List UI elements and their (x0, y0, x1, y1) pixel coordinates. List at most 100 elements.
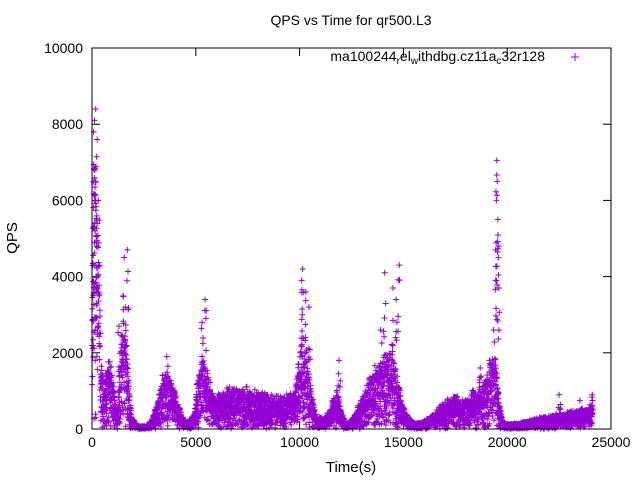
data-point (126, 377, 133, 384)
y-tick-label: 6000 (52, 192, 83, 208)
data-point (89, 336, 96, 343)
data-point (159, 398, 166, 405)
data-point (110, 383, 117, 390)
data-point (120, 410, 127, 417)
data-point (103, 400, 110, 407)
data-point (121, 400, 128, 407)
y-tick-label: 0 (75, 421, 83, 437)
y-tick-label: 10000 (44, 40, 83, 56)
data-point (159, 372, 166, 379)
data-point (122, 423, 129, 430)
data-point (97, 313, 104, 320)
data-point (89, 354, 96, 361)
data-point (119, 374, 126, 381)
data-point (203, 416, 210, 423)
data-point (108, 372, 115, 379)
data-point (96, 282, 103, 289)
chart-title: QPS vs Time for qr500.L3 (270, 12, 431, 28)
data-point (115, 394, 122, 401)
data-point (105, 418, 112, 425)
data-point (168, 381, 175, 388)
data-point (91, 184, 98, 191)
data-point (124, 373, 131, 380)
x-tick-label: 15000 (384, 434, 423, 450)
data-point (98, 367, 105, 374)
data-point (95, 320, 102, 327)
x-tick-label: 0 (88, 434, 96, 450)
data-point (174, 401, 181, 408)
data-point (96, 356, 103, 363)
data-point (159, 411, 166, 418)
data-point (94, 244, 101, 251)
data-point (173, 393, 180, 400)
data-point (160, 418, 167, 425)
data-point (97, 342, 104, 349)
data-point (194, 401, 201, 408)
data-point (211, 419, 218, 426)
data-point (243, 416, 250, 423)
y-tick-labels: 0 2000 4000 6000 8000 10000 (44, 40, 83, 437)
data-point (109, 382, 116, 389)
data-point (167, 416, 174, 423)
data-point (200, 408, 207, 415)
data-point (116, 402, 123, 409)
data-point (96, 291, 103, 298)
data-point (165, 373, 172, 380)
data-point (122, 350, 129, 357)
data-point (93, 353, 100, 360)
data-point (234, 422, 241, 429)
data-point (94, 366, 101, 373)
data-point (207, 379, 214, 386)
y-tick-label: 4000 (52, 269, 83, 285)
x-tick-label: 25000 (592, 434, 631, 450)
data-point (91, 174, 98, 181)
data-point (115, 394, 122, 401)
data-point (93, 203, 100, 210)
data-point (206, 387, 213, 394)
data-point (92, 414, 99, 421)
data-point (122, 337, 129, 344)
y-tick-label: 8000 (52, 116, 83, 132)
data-point (94, 285, 101, 292)
data-point (235, 418, 242, 425)
data-point (243, 383, 250, 390)
data-point (170, 387, 177, 394)
y-tick-label: 2000 (52, 345, 83, 361)
data-point (108, 373, 115, 380)
data-point (215, 421, 222, 428)
x-tick-label: 20000 (488, 434, 527, 450)
data-point (111, 396, 118, 403)
data-point (92, 279, 99, 286)
data-point (125, 383, 132, 390)
x-tick-label: 5000 (180, 434, 211, 450)
data-point (92, 357, 99, 364)
data-point (204, 370, 211, 377)
data-point (164, 422, 171, 429)
data-point (90, 284, 97, 291)
data-point (205, 417, 212, 424)
data-point (112, 401, 119, 408)
data-point (99, 413, 106, 420)
x-tick-labels: 0 5000 10000 15000 20000 25000 (88, 434, 631, 450)
data-point (121, 400, 128, 407)
data-point (126, 392, 133, 399)
data-point (123, 356, 130, 363)
data-point (220, 423, 227, 430)
data-point (97, 330, 104, 337)
data-point (96, 333, 103, 340)
data-point (108, 363, 115, 370)
data-point (103, 404, 110, 411)
data-point (200, 358, 207, 365)
x-tick-label: 10000 (280, 434, 319, 450)
data-point (123, 364, 130, 371)
data-point (96, 307, 103, 314)
data-point (391, 367, 398, 374)
data-point (96, 330, 103, 337)
data-point (197, 412, 204, 419)
data-point (107, 422, 114, 429)
data-point (106, 364, 113, 371)
data-points (89, 105, 596, 432)
data-point (125, 365, 132, 372)
